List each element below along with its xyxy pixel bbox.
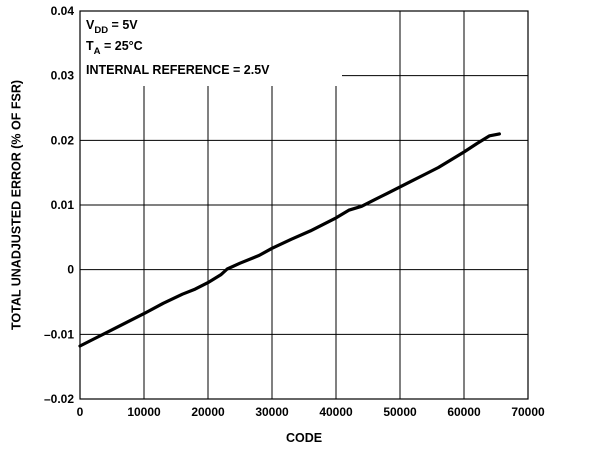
x-tick-label: 20000	[191, 405, 225, 419]
x-tick-label: 0	[77, 405, 84, 419]
y-tick-label: 0.02	[51, 133, 75, 147]
annotation-vdd-subscript: DD	[94, 25, 108, 36]
annotation-vdd: VDD = 5V	[86, 18, 138, 36]
annotation-ta: TA = 25°C	[86, 39, 143, 57]
series-line	[78, 132, 501, 348]
plot-frame	[79, 10, 529, 400]
annotation-internal-reference: INTERNAL REFERENCE = 2.5V	[86, 63, 270, 77]
y-tick-label: 0	[67, 263, 74, 277]
x-tick-label: 30000	[255, 405, 289, 419]
series-layer	[78, 132, 501, 348]
annotation-background	[80, 10, 342, 86]
annotation-ta-subscript: A	[94, 46, 101, 57]
y-tick-label: 0.03	[51, 69, 75, 83]
x-tick-labels: 0 10000 20000 30000 40000 50000 60000 70000	[77, 405, 545, 419]
y-tick-labels: –0.02 –0.01 0 0.01 0.02 0.03 0.04	[44, 4, 74, 406]
x-tick-label: 10000	[127, 405, 161, 419]
annotation-box: VDD = 5V TA = 25°C INTERNAL REFERENCE = …	[80, 10, 342, 86]
annotation-vdd-value: = 5V	[108, 18, 138, 32]
x-tick-label: 70000	[511, 405, 545, 419]
annotation-ta-value: = 25°C	[101, 39, 143, 53]
x-tick-label: 40000	[319, 405, 353, 419]
y-tick-label: 0.04	[51, 4, 75, 18]
y-tick-label: –0.02	[44, 392, 74, 406]
y-axis-label: TOTAL UNADJUSTED ERROR (% OF FSR)	[9, 80, 23, 330]
y-tick-label: –0.01	[44, 327, 74, 341]
x-tick-label: 50000	[383, 405, 417, 419]
y-tick-label: 0.01	[51, 198, 75, 212]
x-tick-label: 60000	[447, 405, 481, 419]
x-axis-label: CODE	[286, 431, 322, 445]
